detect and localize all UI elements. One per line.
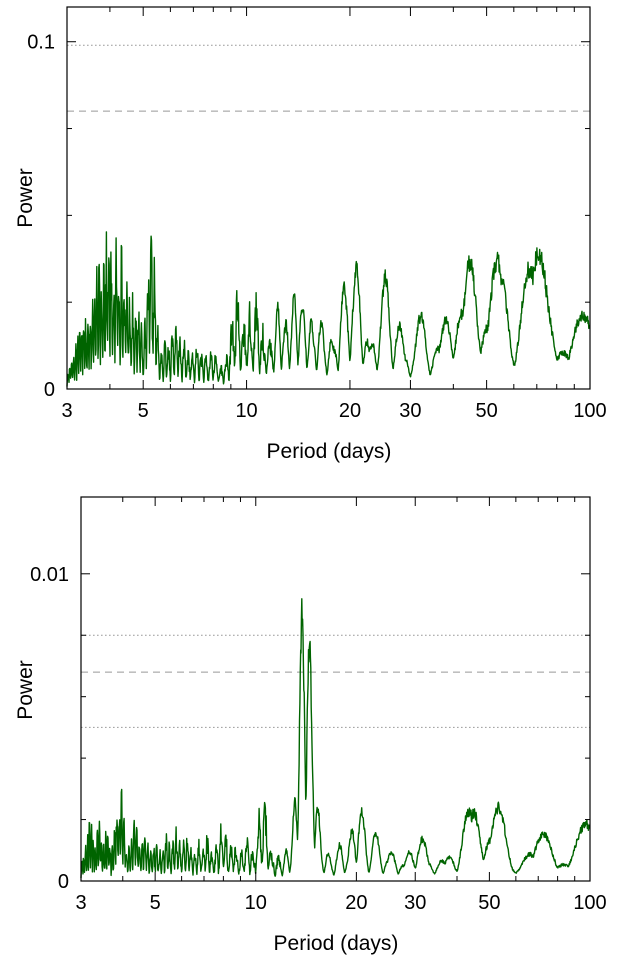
y-tick-label: 0.1 <box>27 32 55 54</box>
x-tick-label: 100 <box>573 892 606 914</box>
x-tick-label: 50 <box>475 400 497 422</box>
periodogram-line <box>66 231 591 387</box>
bottom-periodogram-panel: Power Period (days) 3 5 10 20 30 50 100 0 0.01 <box>14 496 607 955</box>
x-tick-label: 3 <box>61 400 72 422</box>
x-tick-label: 3 <box>75 892 86 914</box>
bottom-panel-ylabel: Power <box>14 660 37 720</box>
x-tick-label: 10 <box>235 400 257 422</box>
x-tick-label: 30 <box>399 400 421 422</box>
y-tick-label: 0 <box>44 379 55 401</box>
top-panel-ylabel: Power <box>14 168 37 228</box>
periodogram-line <box>80 598 591 879</box>
x-tick-label: 10 <box>245 892 267 914</box>
plot-frame <box>80 496 591 882</box>
plot-frame <box>66 6 591 390</box>
x-tick-label: 30 <box>404 892 426 914</box>
top-panel-xlabel: Period (days) <box>267 440 392 463</box>
x-tick-label: 50 <box>478 892 500 914</box>
x-tick-label: 20 <box>345 892 367 914</box>
y-tick-label: 0.01 <box>30 564 69 586</box>
x-tick-label: 5 <box>150 892 161 914</box>
x-tick-label: 20 <box>339 400 361 422</box>
bottom-panel-xlabel: Period (days) <box>274 932 399 955</box>
x-tick-label: 100 <box>573 400 606 422</box>
top-periodogram-panel: Power Period (days) 3 5 10 20 30 50 100 0 0.1 <box>14 6 607 463</box>
x-tick-label: 5 <box>138 400 149 422</box>
y-tick-label: 0 <box>58 871 69 893</box>
